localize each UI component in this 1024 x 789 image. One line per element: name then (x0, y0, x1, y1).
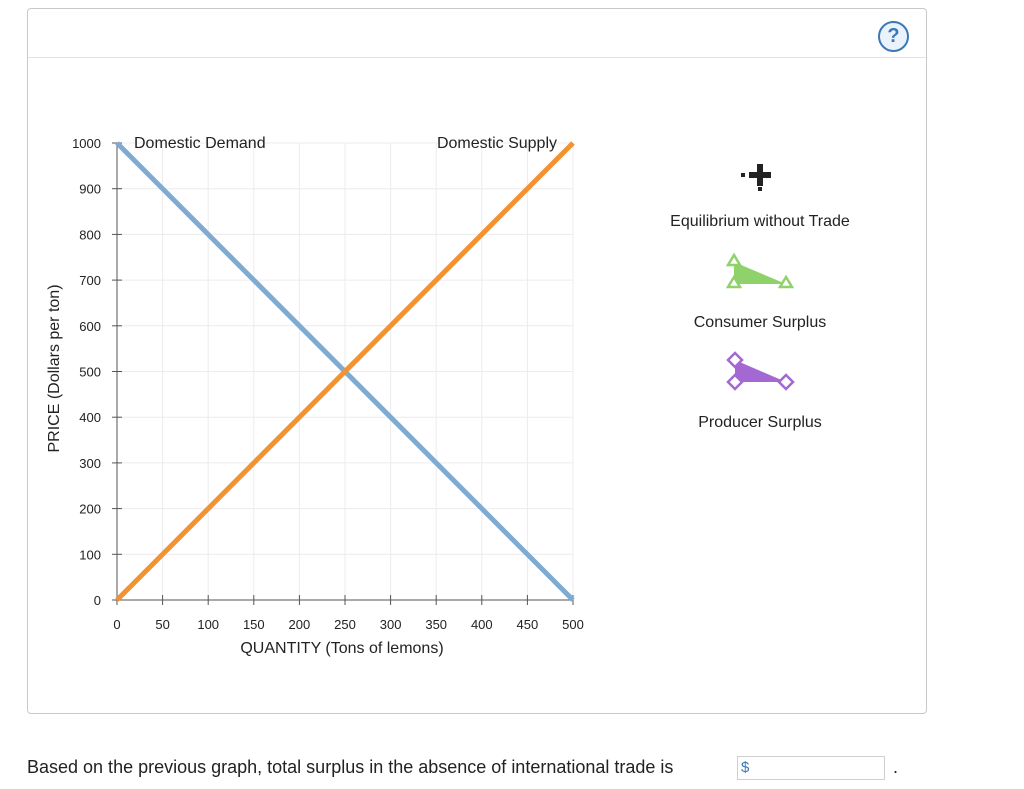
y-tick-label: 500 (79, 365, 101, 380)
producer-surplus-tool-label: Producer Surplus (698, 414, 822, 431)
y-tick-label: 200 (79, 502, 101, 517)
domestic-supply-line (115, 141, 575, 602)
y-tick-label: 400 (79, 410, 101, 425)
help-icon[interactable]: ? (878, 21, 909, 52)
y-axis-title: PRICE (Dollars per ton) (46, 284, 63, 452)
crosshair-plus-icon[interactable] (738, 160, 774, 192)
domestic-supply-label: Domestic Supply (437, 135, 557, 152)
y-tick-label: 800 (79, 227, 101, 242)
x-tick-label: 250 (334, 617, 356, 632)
answer-field[interactable]: $ (737, 756, 885, 780)
total-surplus-input[interactable] (752, 758, 884, 780)
x-tick-label: 350 (425, 617, 447, 632)
equilibrium-tool-label: Equilibrium without Trade (670, 213, 850, 230)
x-tick-label: 400 (471, 617, 493, 632)
x-tick-label: 500 (562, 617, 584, 632)
question-period: . (893, 757, 899, 777)
y-tick-label: 0 (94, 593, 101, 608)
x-tick-label: 100 (197, 617, 219, 632)
green-triangle-icon[interactable] (720, 252, 798, 292)
domestic-demand-label: Domestic Demand (134, 135, 266, 152)
x-tick-label: 50 (155, 617, 169, 632)
panel-divider (28, 57, 926, 58)
x-tick-label: 300 (380, 617, 402, 632)
consumer-surplus-tool-label: Consumer Surplus (693, 314, 827, 331)
x-tick-label: 200 (289, 617, 311, 632)
x-axis-title: QUANTITY (Tons of lemons) (240, 640, 443, 657)
y-tick-label: 700 (79, 273, 101, 288)
x-tick-label: 0 (113, 617, 120, 632)
y-tick-label: 300 (79, 456, 101, 471)
purple-triangle-icon[interactable] (720, 350, 800, 394)
y-tick-label: 900 (79, 182, 101, 197)
graph-panel (27, 8, 927, 714)
y-tick-label: 1000 (72, 136, 101, 151)
x-tick-label: 150 (243, 617, 265, 632)
question-text: Based on the previous graph, total surpl… (27, 757, 674, 777)
y-tick-label: 600 (79, 319, 101, 334)
x-tick-label: 450 (517, 617, 539, 632)
currency-symbol: $ (741, 759, 750, 776)
y-tick-label: 100 (79, 547, 101, 562)
